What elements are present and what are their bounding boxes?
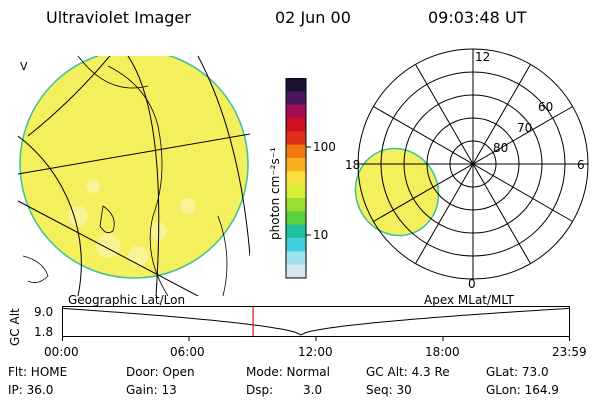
mlt-label-12: 12 bbox=[475, 50, 490, 64]
colorbar-swatch bbox=[286, 211, 306, 226]
mlat-label-60: 60 bbox=[538, 100, 553, 114]
image-time: 09:03:48 UT bbox=[428, 8, 527, 27]
map-grid-lines bbox=[18, 56, 250, 296]
instrument-title: Ultraviolet Imager bbox=[46, 8, 191, 27]
colorbar-swatch bbox=[286, 264, 306, 279]
colorbar bbox=[285, 78, 311, 279]
altitude-curve bbox=[62, 307, 570, 336]
mlt-label-6: 6 bbox=[577, 158, 585, 172]
colorbar-swatch bbox=[286, 224, 306, 239]
altitude-timeline bbox=[62, 306, 570, 341]
colorbar-scale bbox=[286, 78, 306, 279]
mlat-label-70: 70 bbox=[517, 121, 532, 135]
colorbar-swatch bbox=[286, 91, 306, 106]
colorbar-swatch bbox=[286, 118, 306, 132]
glon-info: GLon: 164.9 bbox=[486, 383, 559, 397]
x-tick-1200: 12:00 bbox=[298, 345, 333, 359]
colorbar-label: photon cm⁻²s⁻¹ bbox=[268, 147, 282, 240]
alt-ymin: 1.8 bbox=[34, 325, 54, 339]
flight-info: Flt: HOME bbox=[8, 365, 68, 379]
colorbar-swatch bbox=[286, 171, 306, 186]
colorbar-swatch bbox=[286, 198, 306, 212]
edge-mark: V bbox=[20, 60, 28, 73]
colorbar-swatch bbox=[286, 158, 306, 172]
colorbar-swatch bbox=[286, 104, 306, 119]
mlt-label-18: 18 bbox=[345, 158, 360, 172]
colorbar-swatch bbox=[286, 144, 306, 159]
mode-info: Mode: Normal bbox=[246, 365, 330, 379]
x-tick-1800: 18:00 bbox=[425, 345, 460, 359]
colorbar-swatch bbox=[286, 131, 306, 146]
ip-info: IP: 36.0 bbox=[8, 383, 54, 397]
geographic-uv-image: V bbox=[18, 56, 250, 296]
x-tick-0600: 06:00 bbox=[170, 345, 205, 359]
colorbar-swatch bbox=[286, 184, 306, 199]
dsp-label: Dsp: bbox=[246, 383, 274, 397]
glat-info: GLat: 73.0 bbox=[486, 365, 549, 379]
gc-alt-info: GC Alt: 4.3 Re bbox=[366, 365, 450, 379]
x-tick-2359: 23:59 bbox=[552, 345, 587, 359]
mlat-label-80: 80 bbox=[493, 141, 508, 155]
mlt-label-0: 0 bbox=[468, 277, 476, 291]
colorbar-tick-10: 10 bbox=[313, 228, 329, 242]
image-date: 02 Jun 00 bbox=[275, 8, 351, 27]
polar-mlt-plot: 12 18 6 0 60 70 80 bbox=[345, 48, 589, 291]
colorbar-tick-100: 100 bbox=[313, 140, 336, 154]
colorbar-swatch bbox=[286, 238, 306, 252]
colorbar-swatch bbox=[286, 251, 306, 266]
alt-ymax: 9.0 bbox=[34, 305, 54, 319]
door-info: Door: Open bbox=[126, 365, 195, 379]
polar-grid bbox=[357, 48, 589, 280]
seq-info: Seq: 30 bbox=[366, 383, 412, 397]
x-tick-0000: 00:00 bbox=[44, 345, 79, 359]
colorbar-swatch bbox=[286, 78, 306, 92]
auroral-oval bbox=[354, 147, 440, 237]
geographic-label: Geographic Lat/Lon bbox=[68, 293, 186, 307]
alt-axis-label: GC Alt bbox=[8, 308, 22, 346]
apex-label: Apex MLat/MLT bbox=[424, 293, 514, 307]
dsp-value: 3.0 bbox=[303, 383, 323, 397]
gain-info: Gain: 13 bbox=[126, 383, 177, 397]
